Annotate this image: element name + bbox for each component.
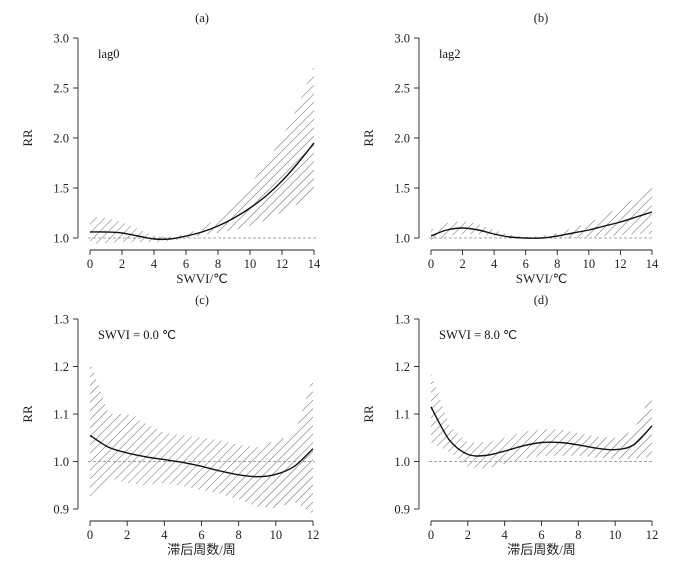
x-tick-label: 12 [276, 257, 289, 271]
x-tick-label: 8 [575, 528, 581, 542]
y-tick-label: 2.0 [394, 132, 410, 146]
rr-curve [430, 211, 653, 239]
y-tick-label: 0.9 [53, 503, 69, 517]
y-tick-label: 2.5 [394, 82, 410, 96]
x-tick-label: 0 [87, 528, 93, 542]
x-tick-label: 10 [270, 528, 283, 542]
y-axis-title: RR [20, 405, 35, 423]
rr-curve [430, 406, 653, 457]
panel-label: (b) [534, 11, 549, 25]
panel-annotation: SWVI = 0.0 ℃ [98, 328, 176, 342]
x-tick-label: 8 [215, 257, 221, 271]
x-axis-title: SWVI/℃ [516, 271, 567, 286]
x-tick-label: 2 [465, 528, 471, 542]
panel-b: (b) 1.0 1.5 2.0 2.5 3.0 0 2 4 6 8 10 12 14 SWVI/℃ RR lag… [361, 11, 659, 286]
x-tick-label: 8 [236, 528, 242, 542]
x-tick-label: 6 [538, 528, 544, 542]
x-tick-label: 0 [87, 257, 93, 271]
x-tick-label: 10 [609, 528, 622, 542]
confidence-band [431, 373, 652, 469]
x-tick-label: 6 [523, 257, 529, 271]
x-tick-label: 4 [161, 528, 168, 542]
y-tick-label: 1.5 [53, 182, 69, 196]
y-tick-label: 1.0 [394, 455, 410, 469]
y-tick-label: 0.9 [394, 503, 410, 517]
x-tick-label: 4 [151, 257, 158, 271]
y-axis-title: RR [361, 405, 376, 423]
panel-a: (a) 1.0 1.5 2.0 2.5 3.0 0 2 4 6 8 10 12 14 SWVI/℃ RR lag… [20, 11, 321, 286]
y-tick-label: 3.0 [394, 32, 410, 46]
y-tick-label: 1.1 [53, 408, 69, 422]
x-tick-label: 2 [124, 528, 130, 542]
panel-label: (d) [534, 293, 549, 307]
y-tick-label: 1.3 [53, 313, 69, 327]
x-tick-label: 12 [646, 528, 659, 542]
panel-label: (a) [195, 11, 209, 25]
x-axis-title: SWVI/℃ [176, 271, 227, 286]
confidence-band [90, 66, 314, 244]
rr-curve [89, 142, 315, 241]
y-tick-label: 1.3 [394, 313, 410, 327]
x-axis-title: 滞后周数/周 [507, 542, 576, 557]
y-tick-label: 1.0 [394, 232, 410, 246]
y-axis-title: RR [361, 129, 376, 147]
y-tick-label: 1.2 [53, 360, 69, 374]
x-tick-label: 2 [119, 257, 125, 271]
panel-annotation: lag2 [439, 47, 461, 61]
y-tick-label: 2.0 [53, 132, 69, 146]
x-tick-label: 0 [428, 257, 434, 271]
y-tick-label: 1.5 [394, 182, 410, 196]
x-tick-label: 6 [198, 528, 204, 542]
panel-d: (d) 0.9 1.0 1.1 1.2 1.3 0 2 4 6 8 10 12 滞后周数/周 RR SWVI … [361, 293, 658, 557]
y-tick-label: 1.1 [394, 408, 410, 422]
x-tick-label: 6 [183, 257, 189, 271]
confidence-band [431, 187, 652, 242]
panel-annotation: SWVI = 8.0 ℃ [439, 328, 517, 342]
x-tick-label: 0 [428, 528, 434, 542]
panel-annotation: lag0 [98, 47, 120, 61]
rr-curve [89, 434, 314, 478]
y-axis-title: RR [20, 129, 35, 147]
y-tick-label: 2.5 [53, 82, 69, 96]
y-tick-label: 1.2 [394, 360, 410, 374]
x-tick-label: 10 [583, 257, 596, 271]
x-tick-label: 12 [307, 528, 320, 542]
y-tick-label: 1.0 [53, 455, 69, 469]
y-tick-label: 3.0 [53, 32, 69, 46]
x-tick-label: 14 [308, 257, 321, 271]
x-tick-label: 10 [244, 257, 257, 271]
x-tick-label: 2 [459, 257, 465, 271]
panel-label: (c) [195, 293, 209, 307]
x-tick-label: 14 [646, 257, 659, 271]
x-tick-label: 12 [614, 257, 627, 271]
x-axis-title: 滞后周数/周 [167, 542, 236, 557]
confidence-band [90, 361, 313, 514]
x-tick-label: 4 [502, 528, 509, 542]
x-tick-label: 4 [491, 257, 498, 271]
y-tick-label: 1.0 [53, 232, 69, 246]
panel-c: (c) 0.9 1.0 1.1 1.2 1.3 0 2 4 6 8 10 12 滞后周数/周 RR SWVI … [20, 293, 319, 557]
x-tick-label: 8 [554, 257, 560, 271]
